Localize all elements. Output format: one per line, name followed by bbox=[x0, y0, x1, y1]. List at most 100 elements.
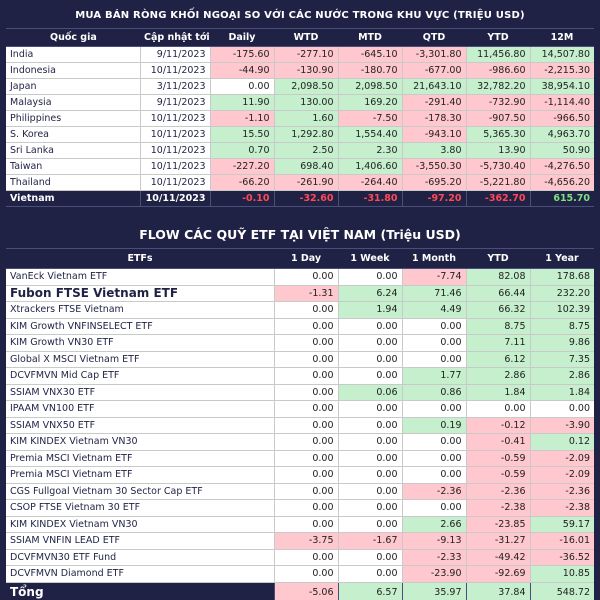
flow-value: 0.00 bbox=[273, 417, 338, 434]
column-header: YTD bbox=[466, 28, 530, 47]
etf-name: SSIAM VNX50 ETF bbox=[6, 417, 274, 434]
flow-value: 1.94 bbox=[337, 301, 402, 319]
update-date: 10/11/2023 bbox=[139, 158, 210, 175]
flow-value: 6.57 bbox=[337, 582, 402, 600]
flow-value: 32,782.20 bbox=[465, 78, 530, 95]
flow-value: 548.72 bbox=[529, 582, 594, 600]
flow-value: 1.84 bbox=[529, 384, 594, 401]
table-row: KIM Growth VN30 ETF 0.00 0.00 0.00 7.11 9.86 bbox=[6, 334, 594, 352]
flow-value: -0.41 bbox=[465, 433, 530, 451]
etf-flow-table: ETFs 1 Day 1 Week 1 Month YTD 1 Year VanEck V… bbox=[6, 248, 594, 600]
update-date: 3/11/2023 bbox=[139, 78, 210, 95]
table-row: Japan 3/11/2023 0.00 2,098.50 2,098.50 21,643… bbox=[6, 78, 594, 95]
flow-value: 0.12 bbox=[529, 433, 594, 451]
flow-value: 0.00 bbox=[401, 400, 466, 418]
table-row: CGS Fullgoal Vietnam 30 Sector Cap ETF 0.… bbox=[6, 483, 594, 500]
table-row: KIM KINDEX Vietnam VN30 0.00 0.00 2.66 -23.8… bbox=[6, 516, 594, 533]
flow-value: -277.10 bbox=[273, 46, 338, 63]
country-name: Sri Lanka bbox=[6, 142, 140, 159]
flow-value: 1.84 bbox=[465, 384, 530, 401]
flow-value: 1.77 bbox=[401, 367, 466, 385]
flow-value: -9.13 bbox=[401, 532, 466, 550]
flow-value: -2.36 bbox=[529, 483, 594, 500]
flow-value: -1.10 bbox=[209, 110, 274, 127]
flow-value: -3.75 bbox=[273, 532, 338, 550]
country-name: Indonesia bbox=[6, 62, 140, 79]
flow-value: 1,406.60 bbox=[337, 158, 402, 175]
update-date: 10/11/2023 bbox=[139, 190, 210, 207]
flow-value: 0.00 bbox=[273, 400, 338, 418]
flow-value: 0.00 bbox=[273, 318, 338, 335]
flow-value: 10.85 bbox=[529, 565, 594, 583]
flow-value: 11.90 bbox=[209, 94, 274, 111]
flow-value: 2.86 bbox=[529, 367, 594, 385]
flow-value: 11,456.80 bbox=[465, 46, 530, 63]
etf-name: Premia MSCI Vietnam ETF bbox=[6, 466, 274, 484]
column-header: Daily bbox=[210, 28, 274, 47]
flow-value: -2.38 bbox=[529, 499, 594, 517]
flow-value: 0.00 bbox=[209, 78, 274, 95]
table-row: Thailand 10/11/2023 -66.20 -261.90 -264.40 -6… bbox=[6, 174, 594, 191]
flow-value: 0.00 bbox=[337, 268, 402, 286]
flow-value: -645.10 bbox=[337, 46, 402, 63]
table-row: SSIAM VNX50 ETF 0.00 0.00 0.19 -0.12 -3.90 bbox=[6, 417, 594, 434]
flow-value: -2.36 bbox=[401, 483, 466, 500]
flow-value: 0.00 bbox=[273, 433, 338, 451]
table-row: Sri Lanka 10/11/2023 0.70 2.50 2.30 3.80 13.90… bbox=[6, 142, 594, 159]
flow-value: 0.00 bbox=[401, 433, 466, 451]
flow-value: 0.00 bbox=[401, 334, 466, 352]
flow-value: 0.00 bbox=[337, 499, 402, 517]
flow-value: -986.60 bbox=[465, 62, 530, 79]
flow-value: 0.00 bbox=[273, 384, 338, 401]
column-header: 1 Week bbox=[338, 248, 402, 269]
flow-value: -7.74 bbox=[401, 268, 466, 286]
flow-value: 0.00 bbox=[337, 367, 402, 385]
flow-value: 102.39 bbox=[529, 301, 594, 319]
flow-value: 71.46 bbox=[401, 285, 466, 302]
flow-value: -3,301.80 bbox=[401, 46, 466, 63]
flow-value: 0.00 bbox=[273, 549, 338, 566]
table-row: Indonesia 10/11/2023 -44.90 -130.90 -180.70-… bbox=[6, 62, 594, 79]
flow-value: 0.00 bbox=[401, 351, 466, 368]
flow-value: 169.20 bbox=[337, 94, 402, 111]
flow-value: 0.00 bbox=[273, 499, 338, 517]
flow-value: -66.20 bbox=[209, 174, 274, 191]
etf-name: VanEck Vietnam ETF bbox=[6, 268, 274, 286]
flow-value: 4,963.70 bbox=[529, 126, 594, 143]
flow-value: -264.40 bbox=[337, 174, 402, 191]
flow-value: -7.50 bbox=[337, 110, 402, 127]
flow-value: -180.70 bbox=[337, 62, 402, 79]
flow-value: 21,643.10 bbox=[401, 78, 466, 95]
etf-name: SSIAM VNFIN LEAD ETF bbox=[6, 532, 274, 550]
flow-value: 2.86 bbox=[465, 367, 530, 385]
flow-value: 0.00 bbox=[337, 565, 402, 583]
flow-value: 2.66 bbox=[401, 516, 466, 533]
table-row: DCVFMVN30 ETF Fund 0.00 0.00 -2.33 -49.42 -36… bbox=[6, 549, 594, 566]
flow-value: 0.00 bbox=[273, 516, 338, 533]
flow-value: 7.11 bbox=[465, 334, 530, 352]
flow-value: 0.00 bbox=[273, 466, 338, 484]
total-row: Vietnam 10/11/2023 -0.10 -32.60 -31.80 -97.20… bbox=[6, 190, 594, 207]
etf-name: Xtrackers FTSE Vietnam bbox=[6, 301, 274, 319]
column-header: WTD bbox=[274, 28, 338, 47]
etf-name: Tổng bbox=[6, 582, 274, 600]
column-header: 12M bbox=[530, 28, 594, 47]
flow-value: 0.00 bbox=[529, 400, 594, 418]
flow-value: -16.01 bbox=[529, 532, 594, 550]
etf-name: KIM KINDEX Vietnam VN30 bbox=[6, 433, 274, 451]
flow-value: 0.00 bbox=[273, 565, 338, 583]
etf-name: KIM Growth VNFINSELECT ETF bbox=[6, 318, 274, 335]
flow-value: 9.86 bbox=[529, 334, 594, 352]
flow-value: 0.00 bbox=[337, 417, 402, 434]
flow-value: 8.75 bbox=[465, 318, 530, 335]
table-row: CSOP FTSE Vietnam 30 ETF 0.00 0.00 0.00 -2.3… bbox=[6, 499, 594, 517]
etf-name: Fubon FTSE Vietnam ETF bbox=[6, 285, 274, 302]
flow-value: 6.24 bbox=[337, 285, 402, 302]
flow-value: -2.09 bbox=[529, 466, 594, 484]
flow-value: -44.90 bbox=[209, 62, 274, 79]
flow-value: 38,954.10 bbox=[529, 78, 594, 95]
update-date: 10/11/2023 bbox=[139, 62, 210, 79]
table-row: Xtrackers FTSE Vietnam 0.00 1.94 4.49 66.32 1… bbox=[6, 301, 594, 319]
flow-value: -92.69 bbox=[465, 565, 530, 583]
flow-value: -2.33 bbox=[401, 549, 466, 566]
